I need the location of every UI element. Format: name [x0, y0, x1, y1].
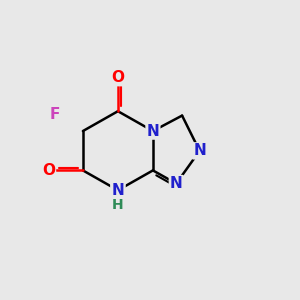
Text: H: H: [112, 198, 124, 212]
Text: N: N: [146, 124, 159, 139]
Text: N: N: [193, 143, 206, 158]
Text: O: O: [42, 163, 55, 178]
Text: O: O: [111, 70, 124, 85]
Text: N: N: [170, 176, 183, 191]
Text: F: F: [50, 107, 60, 122]
Text: N: N: [112, 183, 124, 198]
Text: N: N: [112, 183, 124, 198]
